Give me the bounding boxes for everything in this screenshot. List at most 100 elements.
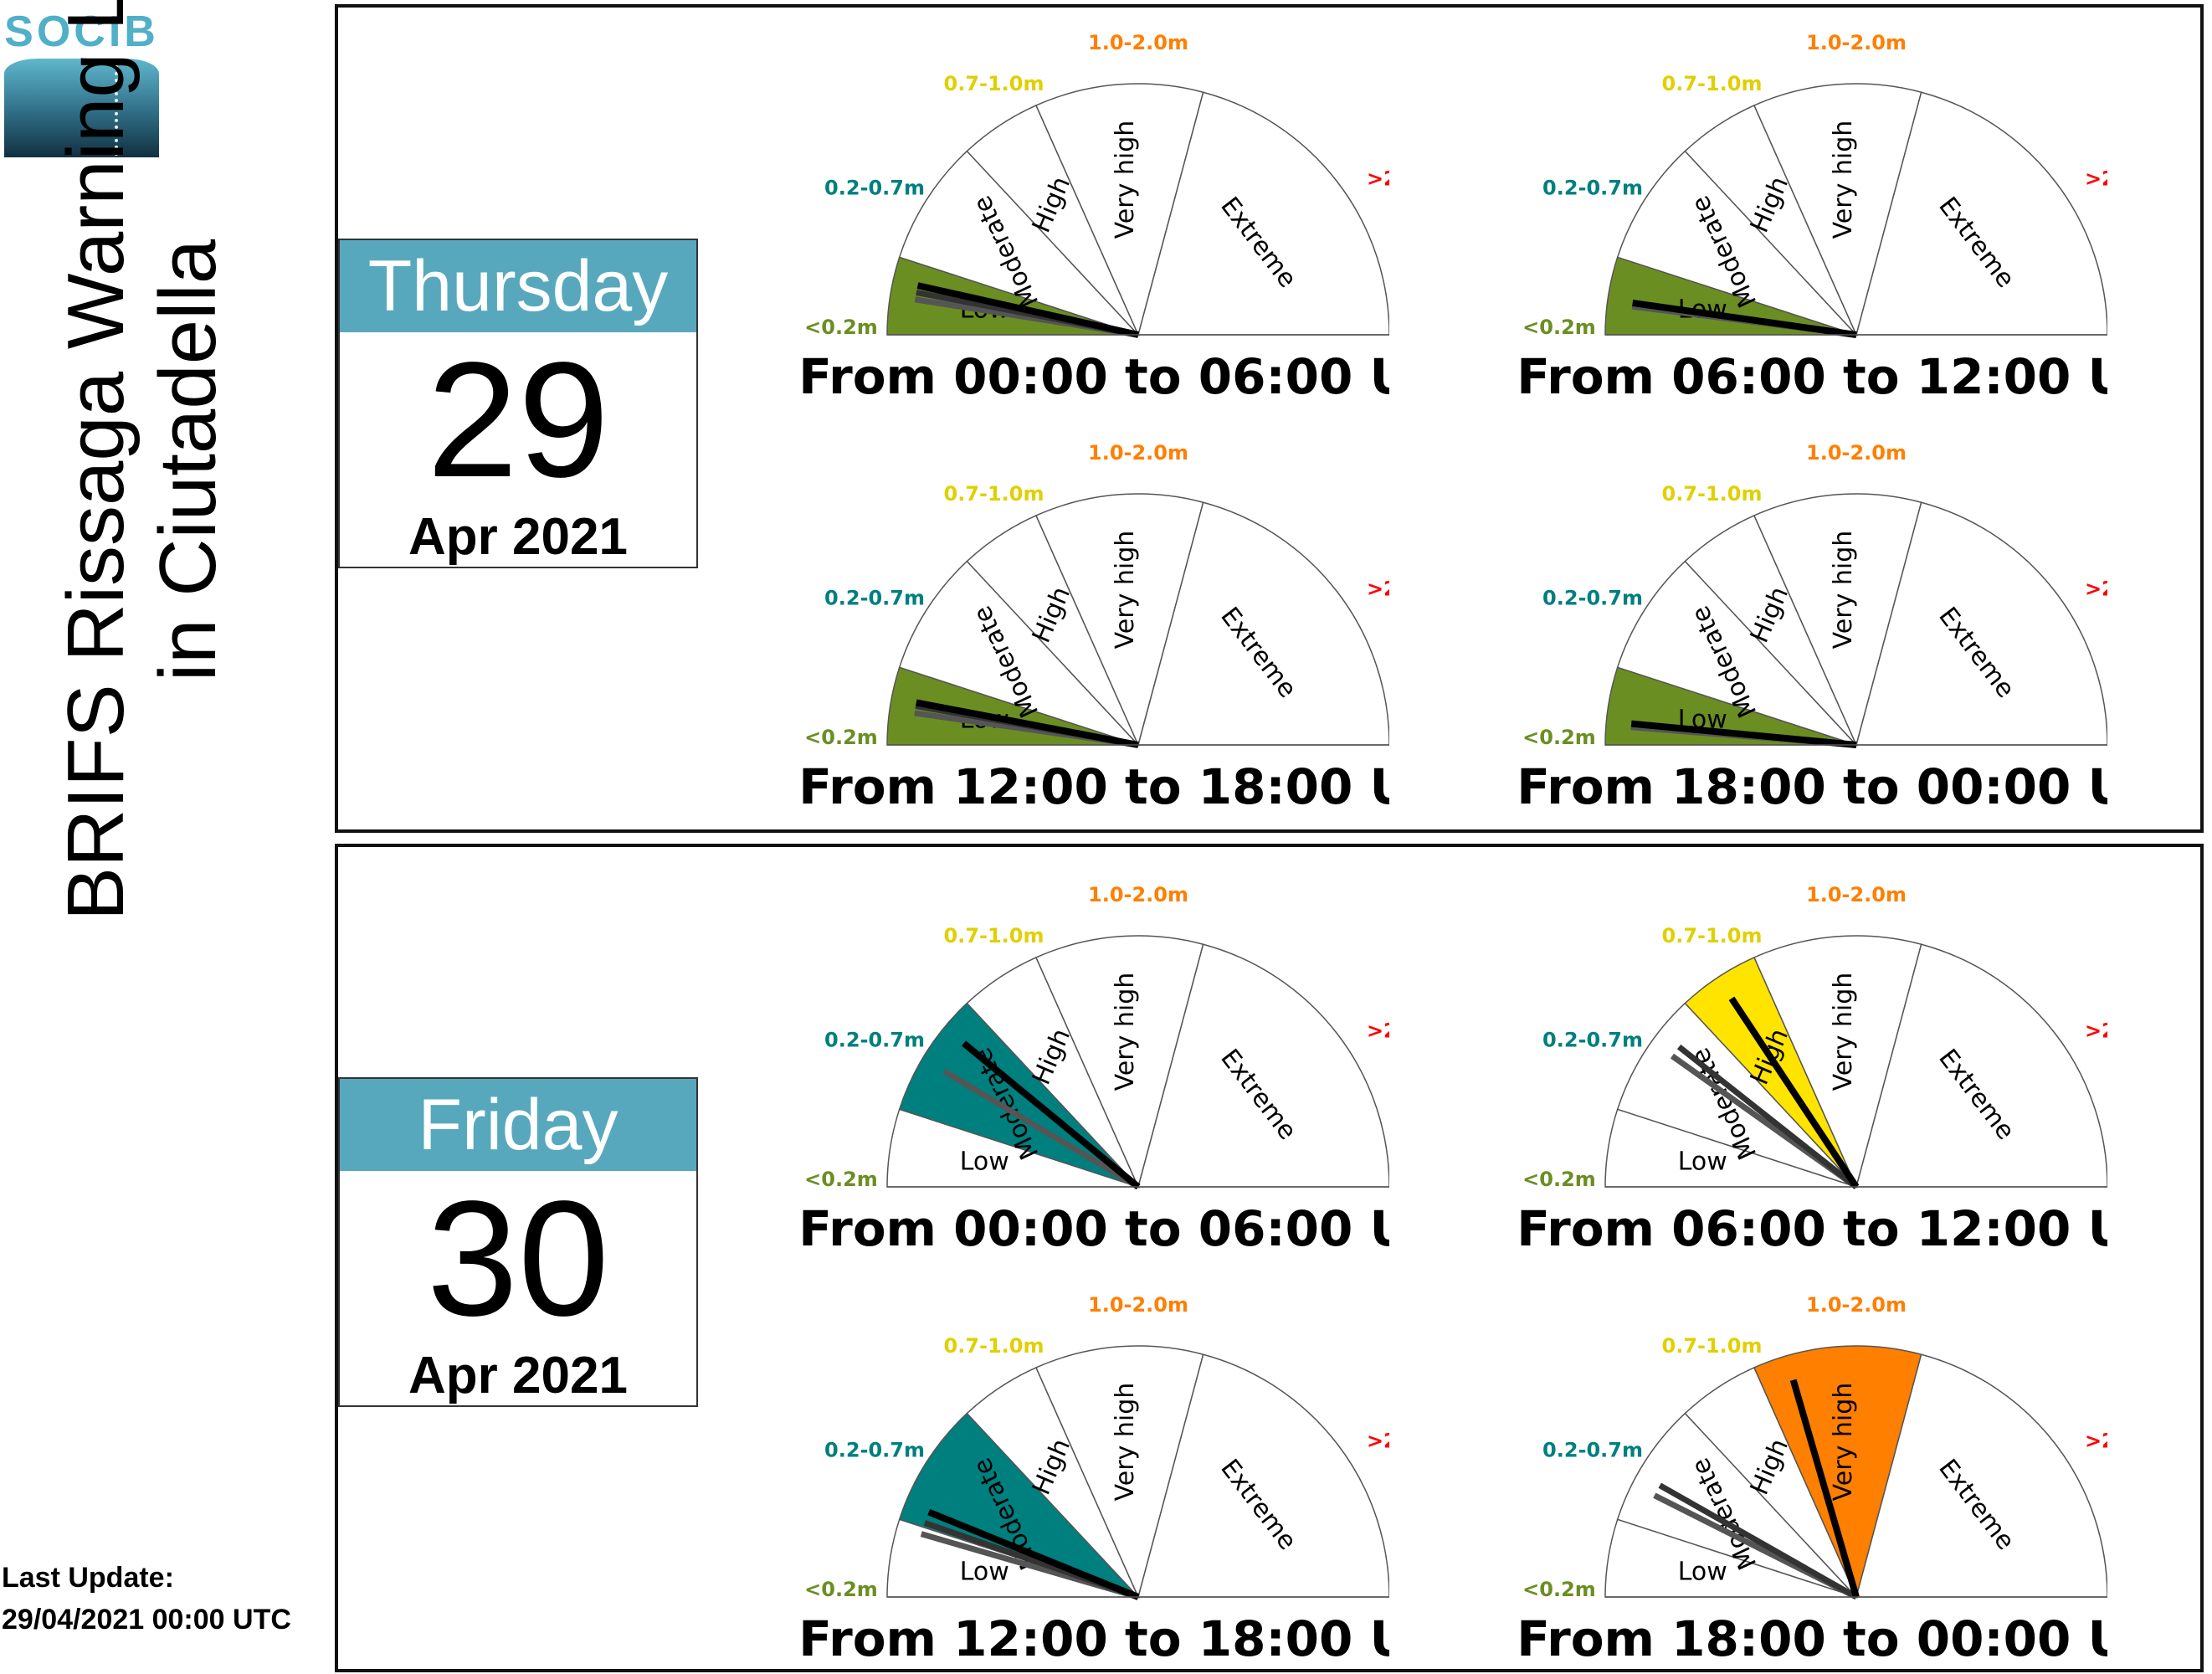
threshold-label: >2.0m bbox=[1367, 167, 1389, 191]
gauge-2: Low<0.2mModerate0.2-0.7mHigh0.7-1.0mVery… bbox=[720, 435, 1389, 820]
threshold-label: 0.7-1.0m bbox=[944, 1334, 1044, 1358]
threshold-label: 0.7-1.0m bbox=[1662, 482, 1763, 506]
threshold-label: <0.2m bbox=[1522, 726, 1596, 749]
threshold-label: 0.2-0.7m bbox=[824, 587, 925, 610]
needle bbox=[1632, 299, 1857, 338]
gauge-svg: Low<0.2mModerate0.2-0.7mHigh0.7-1.0mVery… bbox=[1517, 883, 2107, 1257]
threshold-label: <0.2m bbox=[804, 316, 878, 339]
threshold-label: 0.2-0.7m bbox=[1542, 177, 1643, 200]
socib-logo: SOCIB bbox=[4, 7, 159, 159]
sector-label: Low bbox=[1678, 1147, 1727, 1176]
threshold-label: 0.7-1.0m bbox=[1662, 72, 1763, 95]
sector-extreme bbox=[1855, 501, 2107, 746]
gauge-title: From 18:00 to 00:00 UTC bbox=[1517, 758, 2107, 815]
gauge-7: Low <0.2m Moderate 0.2-0.7m High 0.7-1.0m Very… bbox=[1438, 1287, 2107, 1672]
sector-label: Low bbox=[960, 1557, 1009, 1586]
sector-label: Very high bbox=[1829, 1383, 1858, 1502]
threshold-label: 1.0-2.0m bbox=[1088, 441, 1188, 465]
last-update: Last Update: 29/04/2021 00:00 UTC bbox=[2, 1557, 291, 1641]
threshold-label: >2.0m bbox=[2085, 578, 2107, 601]
threshold-label: >2.0m bbox=[1367, 1019, 1389, 1043]
sector-label: Very high bbox=[1111, 973, 1140, 1091]
threshold-label: >2.0m bbox=[1367, 578, 1389, 601]
gauge-svg: Low<0.2mModerate0.2-0.7mHigh0.7-1.0mVery… bbox=[1517, 31, 2107, 405]
threshold-label: 0.2-0.7m bbox=[1542, 587, 1643, 610]
sector-label: Low bbox=[1678, 1557, 1727, 1586]
needle bbox=[1676, 1044, 1859, 1189]
threshold-label: 0.2-0.7m bbox=[824, 177, 925, 200]
gauge-title: From 18:00 to 00:00 UTC bbox=[1517, 1610, 2107, 1667]
needle bbox=[1728, 996, 1860, 1189]
gauge-title: From 00:00 to 06:00 UTC bbox=[798, 348, 1389, 405]
threshold-label: 0.7-1.0m bbox=[944, 924, 1044, 947]
sector-very-high bbox=[1034, 493, 1204, 747]
threshold-label: >2.0m bbox=[1367, 1430, 1389, 1453]
sector-moderate bbox=[898, 1412, 1141, 1599]
sector-label: Low bbox=[960, 1147, 1009, 1176]
needle bbox=[1630, 720, 1857, 748]
sector-extreme bbox=[1855, 91, 2107, 336]
calendar-month: Apr 2021 bbox=[408, 1347, 628, 1404]
sector-extreme bbox=[1137, 1353, 1389, 1598]
sector-label: Very high bbox=[1111, 121, 1140, 239]
sector-extreme bbox=[1855, 943, 2107, 1188]
sector-very-high bbox=[1034, 1345, 1204, 1600]
threshold-label: <0.2m bbox=[804, 1578, 878, 1601]
calendar-day-number: 30 bbox=[426, 1167, 609, 1350]
sector-moderate bbox=[1616, 560, 1859, 747]
sector-very-high bbox=[1753, 935, 1922, 1189]
needle bbox=[916, 282, 1139, 338]
calendar-weekday: Thursday bbox=[340, 240, 696, 332]
title-line-1: BRIFS Rissaga Warning Levels bbox=[51, 0, 141, 921]
sector-label: Very high bbox=[1111, 1383, 1140, 1502]
gauge-title: From 12:00 to 18:00 UTC bbox=[798, 1610, 1389, 1667]
sector-very-high bbox=[1034, 935, 1204, 1189]
sector-very-high bbox=[1753, 493, 1922, 747]
threshold-label: 1.0-2.0m bbox=[1088, 1293, 1188, 1317]
needle bbox=[1658, 1482, 1858, 1600]
last-update-label: Last Update: bbox=[2, 1562, 174, 1594]
sector-extreme bbox=[1137, 91, 1389, 336]
threshold-label: <0.2m bbox=[804, 726, 878, 749]
page-title: BRIFS Rissaga Warning Levels in Ciutadel… bbox=[50, 0, 234, 921]
threshold-label: >2.0m bbox=[2085, 1019, 2107, 1043]
day-panel-thursday bbox=[335, 4, 2204, 833]
gauge-title: From 12:00 to 18:00 UTC bbox=[798, 758, 1389, 815]
gauge-1: Low<0.2mModerate0.2-0.7mHigh0.7-1.0mVery… bbox=[1438, 25, 2107, 410]
gauge-title: From 00:00 to 06:00 UTC bbox=[798, 1200, 1389, 1257]
gauge-0: Low<0.2mModerate0.2-0.7mHigh0.7-1.0mVery… bbox=[720, 25, 1389, 410]
calendar-weekday: Friday bbox=[340, 1079, 696, 1171]
calendar-month: Apr 2021 bbox=[408, 508, 628, 566]
gauge-svg: Low<0.2mModerate0.2-0.7mHigh0.7-1.0mVery… bbox=[798, 441, 1389, 815]
threshold-label: 0.7-1.0m bbox=[1662, 924, 1763, 947]
threshold-label: >2.0m bbox=[2085, 1430, 2107, 1453]
sector-very-high bbox=[1753, 83, 1922, 337]
threshold-label: <0.2m bbox=[1522, 316, 1596, 339]
sector-extreme bbox=[1855, 1353, 2107, 1598]
sector-moderate bbox=[1616, 150, 1859, 336]
gauge-svg: Low<0.2mModerate0.2-0.7mHigh0.7-1.0mVery… bbox=[798, 31, 1389, 405]
threshold-label: <0.2m bbox=[804, 1168, 878, 1191]
threshold-label: 0.2-0.7m bbox=[1542, 1439, 1643, 1462]
threshold-label: 0.7-1.0m bbox=[1662, 1334, 1763, 1358]
threshold-label: 1.0-2.0m bbox=[1806, 883, 1907, 906]
calendar-friday: Friday 30 Apr 2021 bbox=[338, 1077, 698, 1407]
sector-moderate bbox=[1616, 1412, 1859, 1599]
gauge-6: Low <0.2m Moderate 0.2-0.7m High 0.7-1.0m Very… bbox=[720, 1287, 1389, 1672]
threshold-label: 0.2-0.7m bbox=[824, 1029, 925, 1052]
calendar-thursday: Thursday 29 Apr 2021 bbox=[338, 239, 698, 568]
needle bbox=[1789, 1379, 1860, 1599]
threshold-label: 1.0-2.0m bbox=[1088, 31, 1188, 54]
threshold-label: 1.0-2.0m bbox=[1806, 31, 1907, 54]
gauge-3: Low <0.2m Moderate 0.2-0.7m High 0.7-1.0m Very… bbox=[1438, 435, 2107, 820]
sector-label: Very high bbox=[1829, 121, 1858, 239]
sector-label: Very high bbox=[1829, 973, 1858, 1091]
sector-label: Very high bbox=[1111, 531, 1140, 650]
gauge-title: From 06:00 to 12:00 UTC bbox=[1517, 1200, 2107, 1257]
sector-moderate bbox=[898, 150, 1141, 336]
sector-extreme bbox=[1137, 501, 1389, 746]
